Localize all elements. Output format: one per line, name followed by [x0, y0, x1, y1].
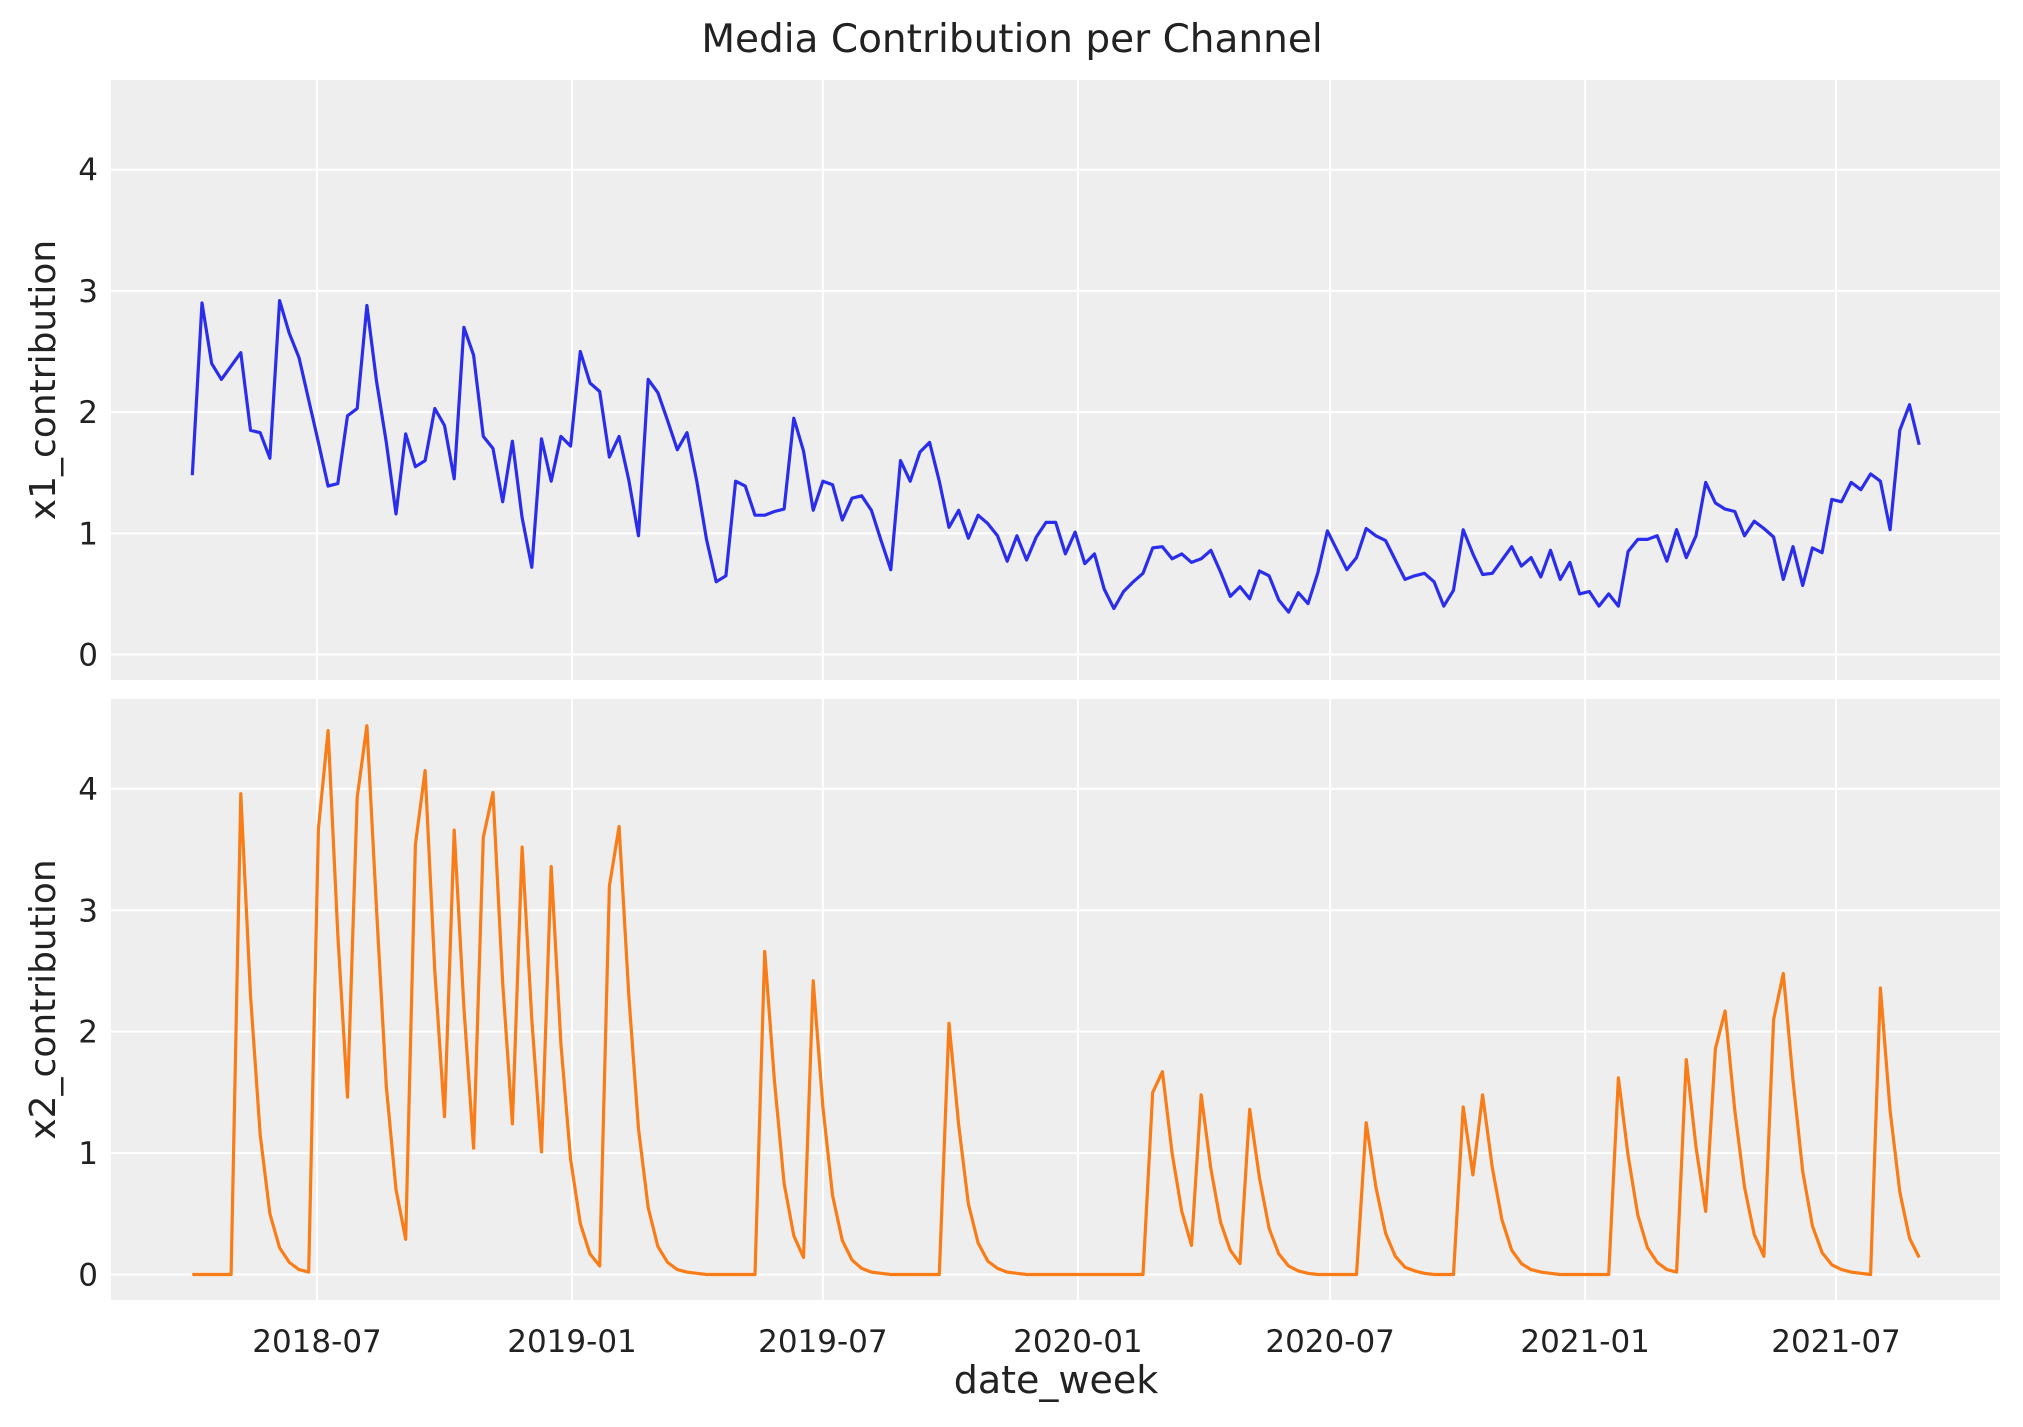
x-tick-label: 2020-01: [1013, 1324, 1143, 1360]
x-tick-label: 2021-01: [1520, 1324, 1650, 1360]
series-line-x2_contribution: [192, 724, 1921, 1277]
x-tick-label: 2021-07: [1771, 1324, 1901, 1360]
y-tick-label: 1: [78, 1136, 98, 1172]
x-tick-label: 2019-01: [507, 1324, 637, 1360]
y-tick-label: 4: [78, 772, 98, 808]
x-tick-label: 2018-07: [252, 1324, 382, 1360]
y-tick-label: 3: [78, 893, 98, 929]
x-tick-label: 2020-07: [1265, 1324, 1395, 1360]
y-tick-label: 0: [78, 1258, 98, 1294]
chart-title: Media Contribution per Channel: [701, 17, 1322, 62]
x-tick-label: 2019-07: [758, 1324, 888, 1360]
y-axis-label: x2_contribution: [23, 859, 64, 1139]
plot-area: [111, 80, 2000, 680]
x-axis-label: date_week: [954, 1358, 1159, 1402]
y-tick-label: 1: [78, 516, 98, 552]
y-tick-label: 0: [78, 638, 98, 674]
y-tick-label: 2: [78, 1015, 98, 1051]
y-tick-label: 4: [78, 153, 98, 189]
y-axis-label: x1_contribution: [23, 240, 64, 520]
y-tick-label: 3: [78, 274, 98, 310]
y-tick-label: 2: [78, 395, 98, 431]
series-line-x1_contribution: [190, 299, 1921, 614]
